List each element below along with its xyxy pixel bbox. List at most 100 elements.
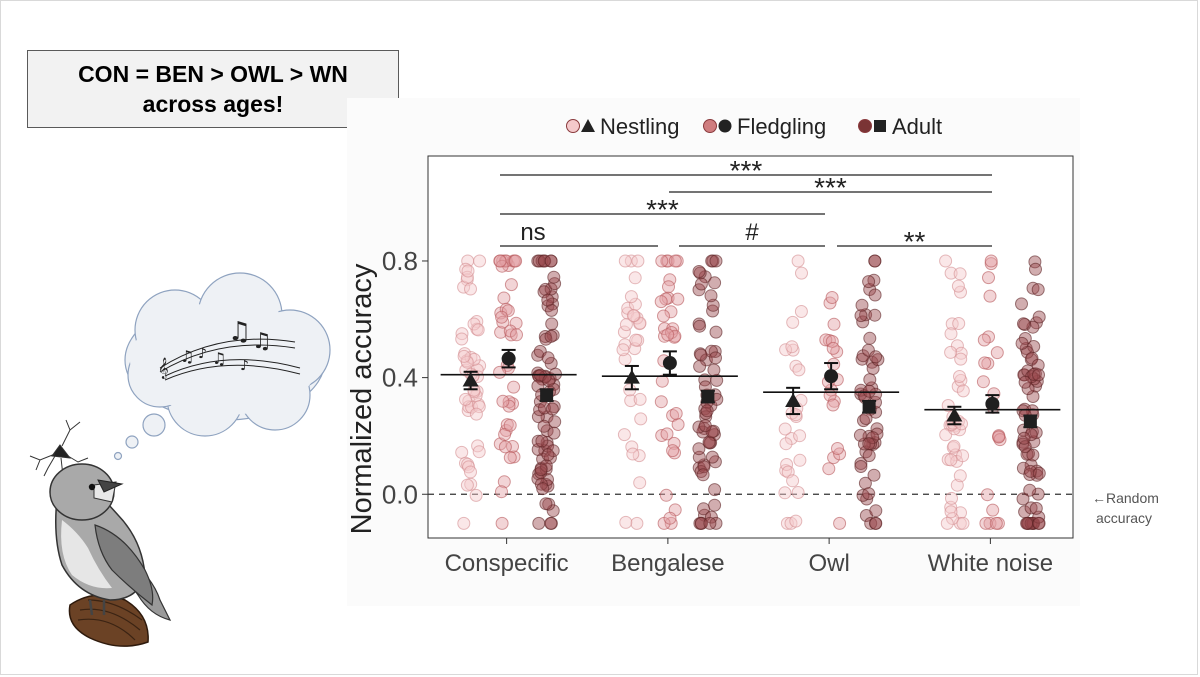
- data-point: [944, 345, 958, 359]
- data-point: [708, 276, 722, 290]
- data-point: [497, 291, 511, 305]
- y-tick-label: 0.0: [382, 479, 418, 509]
- data-point: [548, 415, 562, 429]
- plot-panel: 0.0 0.4 0.8 Normalized accuracy Conspecific B…: [347, 98, 1080, 606]
- data-point: [859, 308, 873, 322]
- mean-marker-nestling: [462, 372, 479, 387]
- svg-text:𝄞: 𝄞: [158, 358, 169, 379]
- data-point: [868, 308, 882, 322]
- mean-marker-adult: [862, 400, 876, 414]
- data-point: [863, 373, 877, 387]
- data-point: [708, 483, 722, 497]
- data-point: [861, 343, 875, 357]
- data-point: [1015, 297, 1028, 311]
- x-tick-label-owl: Owl: [808, 550, 849, 577]
- data-point: [532, 516, 546, 530]
- data-point: [854, 460, 868, 473]
- data-point: [789, 514, 803, 528]
- data-point: [617, 428, 631, 442]
- data-point: [469, 407, 483, 421]
- data-point: [978, 356, 992, 370]
- data-point: [785, 340, 799, 354]
- y-tick-label: 0.4: [382, 363, 418, 393]
- data-point: [663, 511, 677, 525]
- data-point: [460, 478, 474, 492]
- data-point: [544, 329, 558, 343]
- data-point: [626, 447, 640, 461]
- mean-marker-nestling: [946, 407, 963, 422]
- arrow-left-icon: ←: [1092, 490, 1106, 506]
- legend-label-adult: Adult: [892, 114, 942, 139]
- data-point: [503, 451, 517, 465]
- data-point: [536, 482, 550, 496]
- data-point: [671, 418, 685, 431]
- data-point: [979, 516, 993, 530]
- data-point: [854, 309, 868, 323]
- data-point: [1026, 281, 1040, 295]
- data-point: [459, 392, 472, 406]
- data-point: [693, 359, 707, 373]
- data-point: [710, 373, 724, 387]
- data-point: [616, 343, 630, 357]
- data-point: [984, 254, 998, 268]
- data-point: [544, 516, 558, 530]
- mean-marker-adult: [540, 388, 554, 402]
- data-point: [705, 254, 719, 268]
- legend-marker-fledgling: [718, 119, 732, 133]
- data-point: [855, 298, 869, 312]
- data-point: [546, 328, 560, 342]
- data-point: [869, 516, 883, 530]
- data-point: [666, 444, 680, 458]
- y-tick-label: 0.8: [382, 246, 418, 276]
- data-point: [631, 254, 645, 268]
- data-point: [944, 327, 958, 341]
- data-point: [459, 262, 473, 276]
- data-point: [976, 375, 990, 389]
- data-point: [461, 264, 475, 278]
- data-point: [696, 468, 710, 482]
- data-point: [698, 419, 712, 433]
- data-point: [859, 412, 873, 425]
- data-point: [945, 491, 958, 505]
- data-point: [1029, 262, 1042, 276]
- data-point: [827, 317, 841, 331]
- data-point: [661, 328, 675, 342]
- data-point: [633, 392, 647, 406]
- data-point: [498, 440, 512, 454]
- legend-label-fledgling: Fledgling: [737, 114, 826, 139]
- data-point: [503, 324, 517, 338]
- data-point: [1032, 310, 1046, 324]
- thought-cloud-icon: [113, 272, 331, 461]
- data-point: [499, 302, 513, 316]
- data-point: [939, 254, 953, 268]
- data-point: [497, 475, 511, 489]
- data-point: [467, 352, 481, 366]
- data-point: [617, 325, 631, 339]
- data-point: [1026, 448, 1040, 462]
- significance-label: **: [904, 226, 926, 257]
- data-point: [541, 448, 555, 462]
- data-point: [793, 453, 807, 467]
- data-point: [947, 439, 961, 453]
- data-point: [986, 503, 1000, 517]
- data-point: [495, 516, 509, 530]
- data-point: [537, 254, 551, 268]
- data-point: [539, 497, 553, 511]
- data-point: [954, 352, 968, 366]
- data-point: [1026, 390, 1040, 403]
- data-point: [867, 273, 881, 287]
- data-point: [868, 254, 882, 268]
- significance-label: ***: [646, 194, 679, 225]
- data-point: [1032, 466, 1046, 480]
- data-point: [794, 305, 808, 318]
- data-point: [779, 437, 793, 451]
- svg-text:♫: ♫: [180, 347, 194, 366]
- data-point: [664, 305, 678, 319]
- data-point: [822, 462, 836, 476]
- data-point: [853, 428, 867, 442]
- data-point: [867, 468, 881, 482]
- data-point: [493, 254, 507, 268]
- data-point: [1031, 283, 1045, 297]
- mean-marker-fledgling: [662, 356, 677, 371]
